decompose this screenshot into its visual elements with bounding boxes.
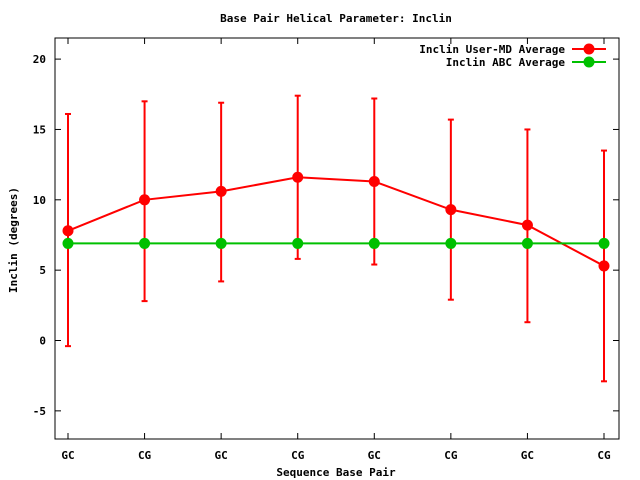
- data-point: [62, 237, 74, 249]
- data-point: [139, 237, 151, 249]
- data-point: [139, 194, 151, 206]
- x-tick-label: CG: [138, 449, 152, 462]
- data-point: [215, 237, 227, 249]
- plot-area-frame: [54, 37, 620, 440]
- legend-marker: [583, 56, 595, 68]
- x-tick-label: GC: [368, 449, 381, 462]
- y-tick-label: 20: [33, 53, 46, 66]
- x-tick-label: GC: [215, 449, 228, 462]
- y-tick-label: 10: [33, 194, 46, 207]
- y-tick-label: 5: [39, 264, 46, 277]
- data-point: [445, 204, 457, 216]
- y-axis-ticks: -5 0 5 10 15 20: [33, 53, 619, 418]
- data-point: [215, 185, 227, 197]
- series-layer: [62, 94, 610, 383]
- series-1: [62, 94, 610, 383]
- data-point: [445, 237, 457, 249]
- data-point: [62, 225, 74, 237]
- data-point: [521, 237, 533, 249]
- data-point: [521, 219, 533, 231]
- data-point: [598, 260, 610, 272]
- data-point: [368, 237, 380, 249]
- y-tick-label: 0: [39, 335, 46, 348]
- y-tick-label: -5: [33, 405, 46, 418]
- y-axis-label: Inclin (degrees): [7, 187, 20, 293]
- x-axis-label: Sequence Base Pair: [276, 466, 396, 479]
- data-point: [292, 171, 304, 183]
- series-2: [62, 237, 610, 249]
- data-point: [292, 237, 304, 249]
- data-point: [368, 176, 380, 188]
- legend-label: Inclin ABC Average: [446, 56, 566, 69]
- series-line: [67, 176, 605, 267]
- x-axis-ticks: GC CG GC CG GC CG GC CG: [61, 38, 611, 462]
- y-tick-label: 15: [33, 123, 46, 136]
- x-tick-label: GC: [61, 449, 74, 462]
- legend-marker: [583, 43, 595, 55]
- chart-title: Base Pair Helical Parameter: Inclin: [220, 12, 452, 25]
- x-tick-label: CG: [444, 449, 458, 462]
- x-tick-label: CG: [291, 449, 305, 462]
- x-tick-label: CG: [597, 449, 611, 462]
- x-tick-label: GC: [521, 449, 534, 462]
- legend-label: Inclin User-MD Average: [419, 43, 565, 56]
- data-point: [598, 237, 610, 249]
